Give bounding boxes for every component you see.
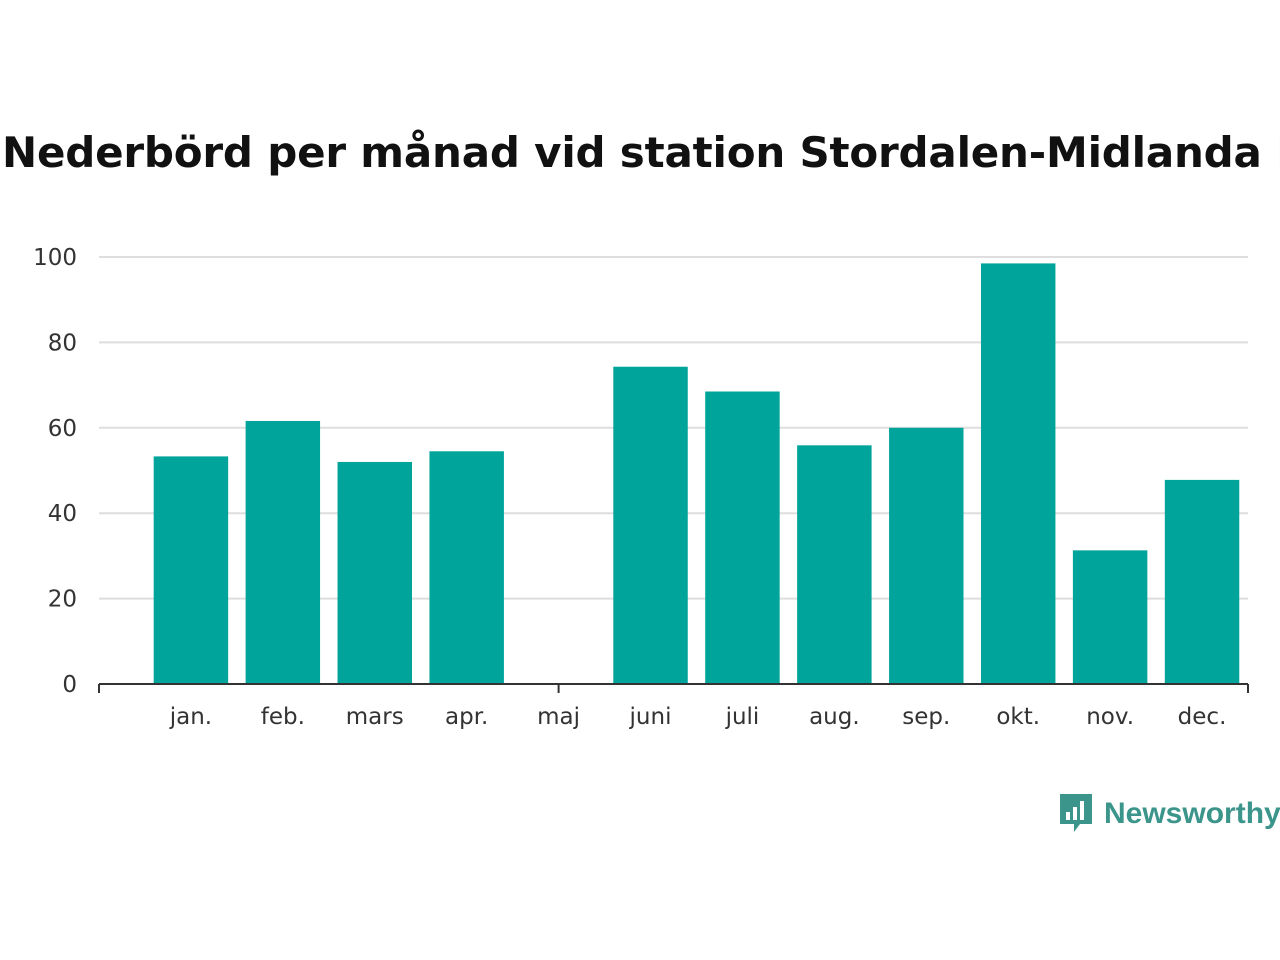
y-tick-label: 0: [62, 672, 77, 698]
x-axis: [98, 683, 1249, 693]
y-axis-labels: 0 20 40 60 80 100: [33, 245, 77, 698]
x-axis-labels: jan. feb. mars apr. maj juni juli aug. sep. okt. n…: [169, 704, 1227, 730]
bar-11: [1164, 479, 1240, 684]
y-tick-label: 100: [33, 245, 77, 271]
bar-0: [153, 456, 229, 684]
x-tick-label: feb.: [261, 704, 305, 730]
bar-10: [1072, 550, 1148, 684]
x-tick-label: jan.: [169, 704, 212, 730]
newsworthy-logo-icon: [1060, 794, 1092, 832]
x-tick-label: mars: [346, 704, 404, 730]
x-tick-label: apr.: [445, 704, 488, 730]
bar-1: [245, 420, 321, 684]
bar-9: [980, 263, 1056, 684]
bar-5: [613, 366, 688, 684]
y-tick-label: 20: [48, 587, 77, 613]
brand-name: Newsworthy: [1104, 797, 1280, 830]
chart-title: Nederbörd per månad vid station Stordale…: [2, 128, 1280, 177]
x-tick-label: aug.: [809, 704, 860, 730]
bar-2: [337, 461, 412, 684]
x-tick-label: nov.: [1086, 704, 1134, 730]
bar-3: [429, 451, 504, 684]
y-tick-label: 60: [48, 416, 77, 442]
x-tick-label: sep.: [902, 704, 950, 730]
x-tick-label: okt.: [996, 704, 1040, 730]
bar-6: [705, 391, 780, 684]
x-tick-label: maj: [537, 704, 580, 730]
bars: [153, 263, 1240, 684]
bar-8: [889, 427, 964, 684]
x-tick-label: juli: [725, 704, 760, 730]
brand-logo: Newsworthy: [1058, 792, 1280, 836]
x-tick-label: dec.: [1178, 704, 1227, 730]
x-tick-label: juni: [629, 704, 672, 730]
y-tick-label: 40: [48, 501, 77, 527]
y-tick-label: 80: [48, 330, 77, 356]
bar-7: [797, 445, 872, 684]
